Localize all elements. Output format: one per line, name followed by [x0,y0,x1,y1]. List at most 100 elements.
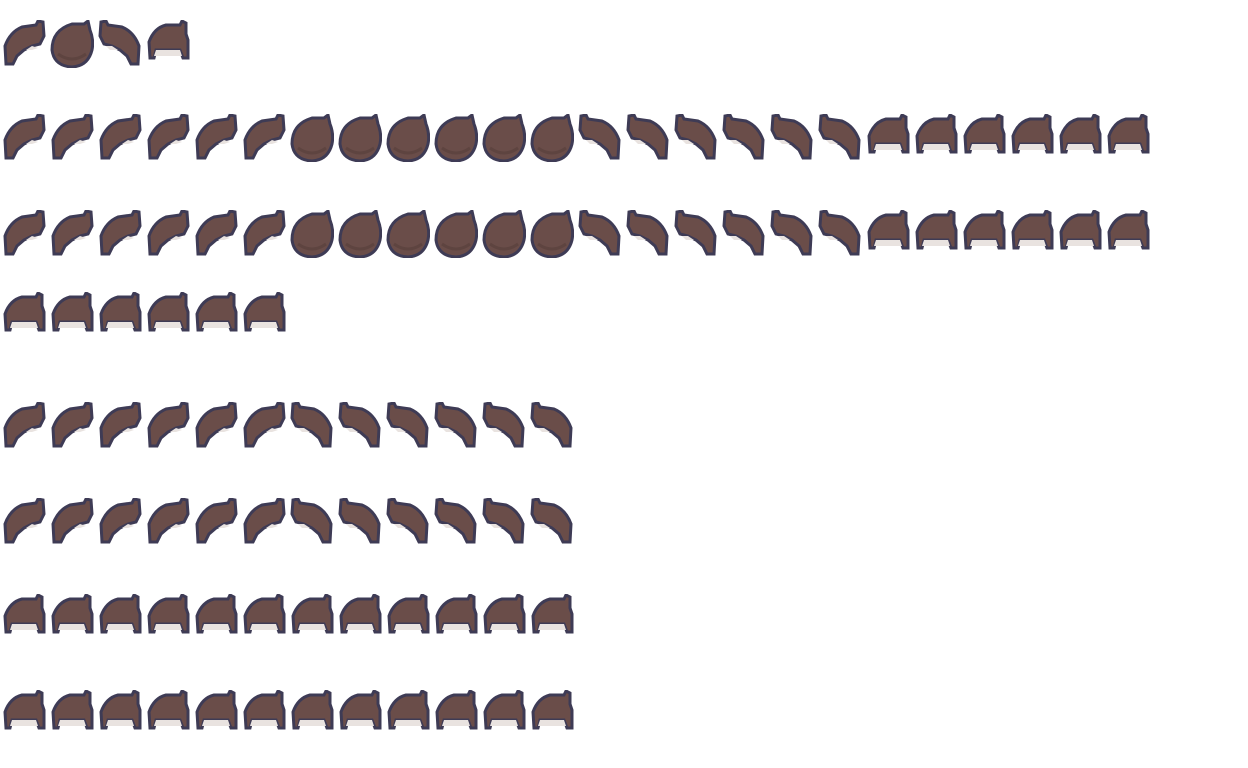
hair-sprite-front [195,690,238,730]
hair-sprite-front [51,594,94,634]
hair-sprite-side-right [722,114,765,160]
hair-sprite-front [1059,210,1102,250]
hair-sprite-front [867,114,910,154]
hair-sprite-side-right [770,114,813,160]
hair-sprite-back [434,114,478,162]
hair-sprite-side-left [195,210,238,256]
hair-sprite-side-right [434,402,477,448]
hair-sprite-side-left [51,498,94,544]
hair-sprite-front [99,690,142,730]
hair-sprite-front [3,594,46,634]
hair-sprite-side-left [243,114,286,160]
hair-sprite-front [147,292,190,332]
hair-sprite-side-left [99,402,142,448]
hair-sprite-front [963,114,1006,154]
hair-sprite-front [1011,114,1054,154]
hair-sprite-front [51,292,94,332]
hair-sprite-front [147,20,190,60]
hair-sprite-front [963,210,1006,250]
hair-sprite-side-right [578,210,621,256]
hair-sprite-side-left [147,114,190,160]
hair-sprite-side-right [386,402,429,448]
hair-sprite-front [483,594,526,634]
hair-sprite-side-left [147,498,190,544]
hair-sprite-side-left [195,402,238,448]
hair-sprite-side-left [51,210,94,256]
hair-sprite-front [339,690,382,730]
hair-sprite-side-left [51,402,94,448]
hair-sprite-side-right [530,498,573,544]
hair-sprite-side-right [818,114,861,160]
hair-sprite-side-right [434,498,477,544]
hair-sprite-front [435,594,478,634]
hair-sprite-back [530,114,574,162]
hair-sprite-side-left [99,210,142,256]
hair-sprite-side-right [290,498,333,544]
hair-sprite-back [482,210,526,258]
hair-sprite-side-left [243,210,286,256]
hair-sprite-front [1011,210,1054,250]
hair-sprite-front [99,594,142,634]
hair-sprite-front [915,114,958,154]
hair-sprite-front [51,690,94,730]
hair-sprite-side-left [3,402,46,448]
hair-sprite-front [435,690,478,730]
hair-sprite-side-left [147,402,190,448]
hair-sprite-front [147,690,190,730]
hair-sprite-side-right [674,210,717,256]
hair-sprite-side-right [674,114,717,160]
hair-sprite-front [1059,114,1102,154]
hair-sprite-front [195,594,238,634]
hair-sprite-side-left [243,498,286,544]
hair-sprite-side-right [482,498,525,544]
hair-sprite-front [483,690,526,730]
hair-sprite-side-left [3,210,46,256]
hair-sprite-front [1107,210,1150,250]
hair-sprite-front [243,594,286,634]
hair-sprite-front [243,690,286,730]
hair-sprite-front [531,690,574,730]
hair-sprite-back [434,210,478,258]
hair-sprite-front [99,292,142,332]
hair-sprite-side-left [51,114,94,160]
hair-sprite-back [386,210,430,258]
hair-sprite-back [338,210,382,258]
hair-sprite-side-right [626,210,669,256]
hair-sprite-front [243,292,286,332]
hair-sprite-front [1107,114,1150,154]
hair-sprite-back [290,210,334,258]
hair-sprite-front [867,210,910,250]
hair-sprite-side-left [243,402,286,448]
hair-sprite-front [387,594,430,634]
hair-sprite-side-right [578,114,621,160]
hair-sprite-side-right [626,114,669,160]
hair-sprite-side-left [3,20,46,66]
hair-sprite-side-left [147,210,190,256]
hair-sprite-side-left [3,114,46,160]
hair-sprite-back [338,114,382,162]
hair-sprite-front [387,690,430,730]
hair-sprite-side-right [722,210,765,256]
hair-sprite-front [3,292,46,332]
hair-sprite-front [915,210,958,250]
hair-sprite-side-right [770,210,813,256]
hair-sprite-back [482,114,526,162]
hair-sprite-side-left [195,498,238,544]
hair-sprite-side-left [3,498,46,544]
hair-sprite-side-right [482,402,525,448]
hair-sprite-back [386,114,430,162]
hair-sprite-front [147,594,190,634]
hair-sprite-front [3,690,46,730]
hair-sprite-back [290,114,334,162]
hair-sprite-back [530,210,574,258]
hair-sprite-side-right [530,402,573,448]
hair-sprite-side-right [98,20,141,66]
hair-sprite-front [291,690,334,730]
hair-sprite-side-right [338,402,381,448]
hair-sprite-side-right [290,402,333,448]
hair-sprite-back [50,20,94,68]
hair-sprite-front [291,594,334,634]
hair-sprite-side-right [386,498,429,544]
hair-sprite-side-left [195,114,238,160]
hair-sprite-front [339,594,382,634]
